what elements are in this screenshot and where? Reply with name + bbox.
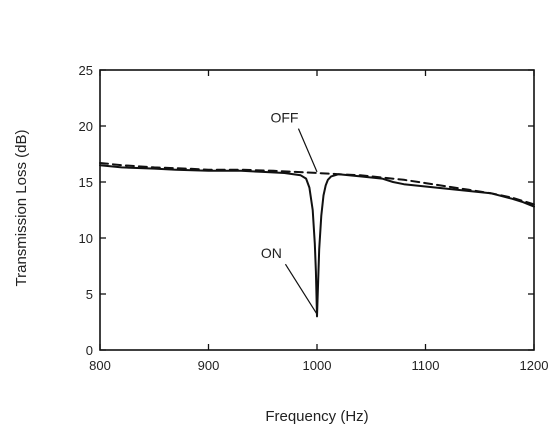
series-line-on	[99, 164, 535, 318]
axes: 800 900 1000 1100 1200 0 5 10 15 20 25	[79, 63, 549, 373]
annotation-label-on: ON	[261, 245, 282, 261]
x-tick-label: 800	[89, 358, 111, 373]
annotation-layer: OFF ON	[261, 110, 318, 315]
x-axis-title: Frequency (Hz)	[265, 408, 368, 425]
x-tick-label: 1000	[303, 358, 332, 373]
y-tick-label: 5	[86, 287, 93, 302]
annotation-label-off: OFF	[270, 110, 298, 126]
x-tick-label: 1200	[520, 358, 549, 373]
y-tick-label: 25	[79, 63, 93, 78]
y-tick-label: 0	[86, 343, 93, 358]
series-line-off	[99, 162, 535, 206]
x-tick-label: 900	[198, 358, 220, 373]
y-axis-title: Transmission Loss (dB)	[13, 130, 30, 287]
y-tick-label: 10	[79, 231, 93, 246]
x-tick-label: 1100	[412, 358, 440, 373]
y-tick-label: 20	[79, 119, 93, 134]
annotation-leader-on	[284, 263, 318, 315]
series-layer	[99, 162, 535, 318]
y-tick-label: 15	[79, 175, 93, 190]
annotation-leader-off	[297, 128, 318, 173]
